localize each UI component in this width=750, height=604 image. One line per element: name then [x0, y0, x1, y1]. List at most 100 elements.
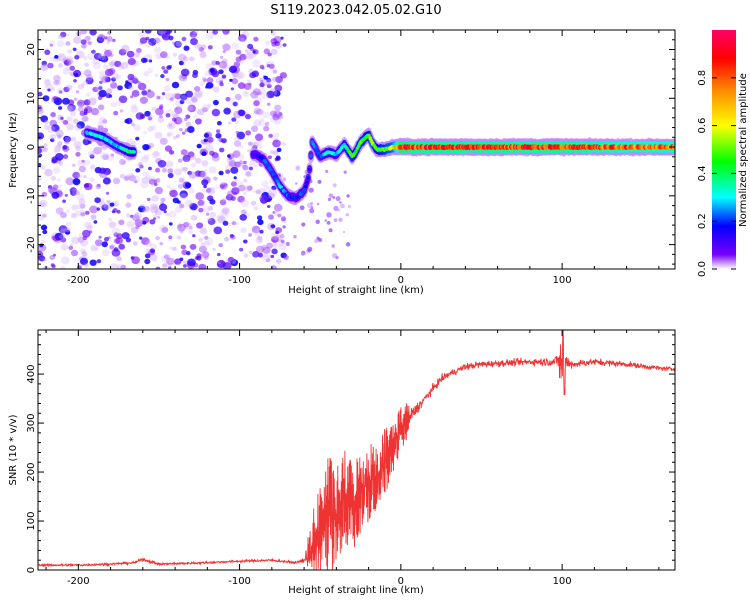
noise-speck [47, 186, 55, 193]
noise-speck [128, 175, 136, 182]
noise-speck [134, 180, 138, 184]
noise-speck [42, 229, 48, 235]
noise-speck [270, 115, 278, 123]
noise-speck [83, 221, 92, 229]
noise-speck [212, 186, 216, 190]
noise-speck [139, 236, 143, 240]
noise-speck [153, 46, 161, 54]
noise-speck [76, 203, 84, 210]
noise-speck [110, 153, 115, 157]
noise-speck [266, 102, 271, 106]
noise-speck [155, 266, 161, 269]
noise-speck [328, 193, 334, 198]
noise-speck [179, 190, 188, 198]
noise-speck [252, 59, 261, 68]
noise-speck [54, 55, 59, 59]
noise-speck [346, 194, 350, 198]
noise-speck [110, 82, 118, 89]
noise-speck [169, 189, 178, 198]
noise-speck [266, 90, 275, 99]
noise-speck [155, 38, 162, 44]
noise-speck [231, 221, 237, 226]
noise-speck [62, 97, 70, 105]
noise-speck [83, 99, 91, 106]
noise-speck [218, 243, 223, 248]
noise-speck [269, 197, 273, 201]
noise-speck [270, 254, 275, 259]
spectrogram-y-label: Frequency (Hz) [8, 112, 19, 188]
noise-speck [222, 220, 229, 226]
noise-speck [230, 65, 236, 70]
noise-speck [316, 202, 320, 206]
noise-speck [127, 173, 135, 181]
noise-speck [66, 123, 75, 131]
noise-speck [197, 199, 206, 207]
noise-speck [243, 253, 249, 258]
noise-speck [99, 167, 106, 174]
noise-speck [89, 165, 95, 171]
noise-speck [85, 77, 94, 85]
noise-speck [190, 38, 198, 46]
noise-speck [199, 81, 205, 87]
noise-speck [50, 263, 55, 267]
noise-speck [234, 136, 240, 143]
noise-speck [56, 40, 65, 48]
noise-speck [222, 198, 226, 202]
noise-speck [331, 244, 335, 248]
noise-speck [240, 227, 247, 234]
noise-speck [250, 91, 259, 99]
noise-speck [206, 187, 212, 193]
noise-speck [155, 167, 161, 173]
noise-speck [277, 213, 282, 218]
noise-speck [224, 236, 230, 242]
noise-speck [198, 207, 204, 213]
noise-speck [221, 74, 227, 79]
noise-speck [282, 177, 287, 182]
y-tick-label: -20 [26, 236, 37, 252]
noise-speck [203, 255, 209, 260]
noise-speck [207, 218, 216, 225]
noise-speck [271, 42, 277, 47]
noise-speck [172, 112, 179, 119]
noise-speck [199, 227, 208, 235]
noise-speck [324, 219, 328, 222]
noise-speck [96, 259, 102, 264]
noise-speck [136, 163, 142, 169]
noise-speck [93, 146, 102, 155]
noise-speck [122, 160, 126, 164]
noise-speck [163, 69, 169, 74]
noise-speck [262, 111, 271, 119]
noise-speck [149, 219, 156, 225]
noise-speck [238, 34, 247, 42]
noise-speck [280, 233, 285, 239]
noise-speck [180, 244, 187, 250]
noise-speck [200, 30, 206, 33]
noise-speck [167, 172, 174, 179]
noise-speck [264, 121, 270, 126]
noise-speck [89, 205, 98, 214]
noise-speck [65, 227, 71, 233]
noise-speck [188, 171, 197, 179]
noise-speck [85, 74, 93, 81]
noise-speck [80, 30, 88, 35]
noise-speck [108, 221, 117, 229]
noise-speck [43, 124, 50, 130]
noise-speck [66, 123, 73, 130]
noise-speck [54, 145, 62, 152]
noise-speck [72, 118, 79, 124]
noise-speck [160, 197, 166, 203]
noise-speck [326, 221, 331, 225]
noise-speck [248, 82, 252, 86]
noise-speck [95, 84, 104, 92]
noise-speck [47, 185, 53, 189]
noise-speck [160, 74, 165, 79]
noise-speck [81, 251, 88, 257]
noise-speck [317, 179, 322, 184]
noise-speck [252, 251, 260, 258]
noise-speck [272, 76, 278, 82]
noise-speck [134, 212, 143, 220]
noise-speck [203, 168, 208, 173]
noise-speck [98, 89, 107, 98]
noise-speck [43, 79, 51, 85]
x-tick-label: -200 [67, 576, 90, 587]
